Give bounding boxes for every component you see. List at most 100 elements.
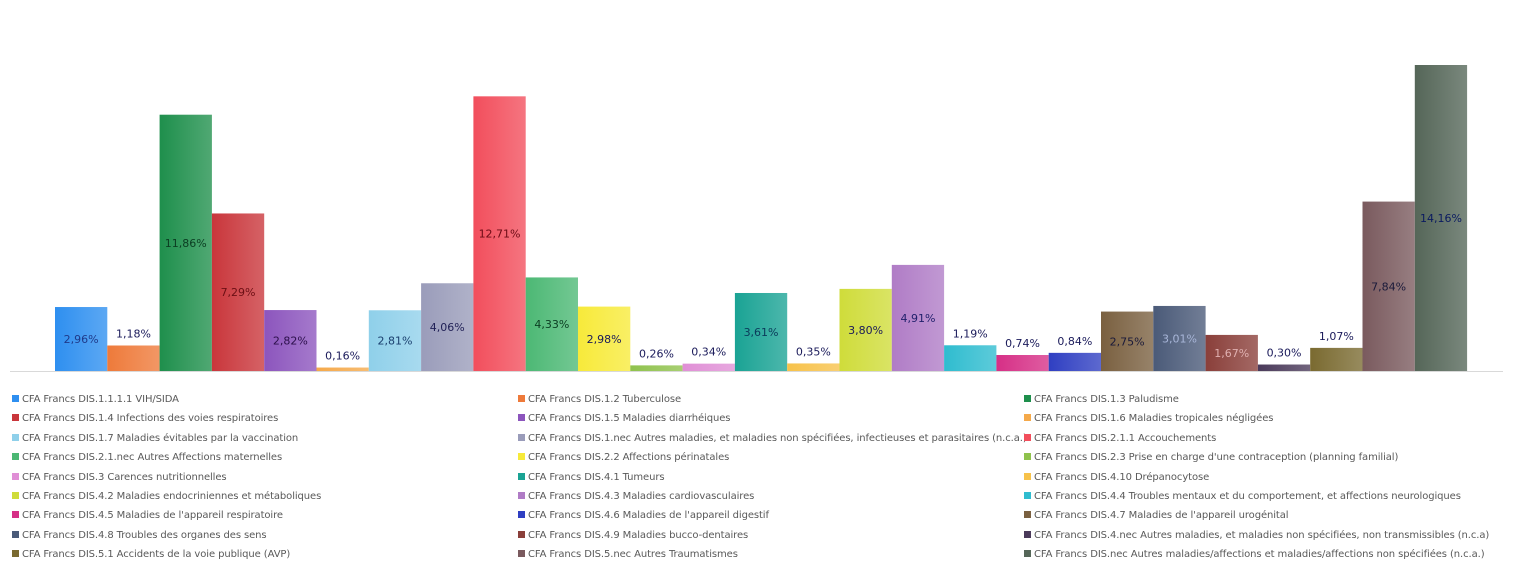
legend-item-1: CFA Francs DIS.1.1.1.1 VIH/SIDA <box>12 390 179 409</box>
data-label-21: 2,75% <box>1110 335 1145 348</box>
legend-item-18: CFA Francs DIS.4.4 Troubles mentaux et d… <box>1024 487 1461 506</box>
data-label-11: 2,98% <box>587 333 622 346</box>
legend-label: CFA Francs DIS.1.7 Maladies évitables pa… <box>22 432 299 444</box>
legend-swatch <box>12 453 19 461</box>
bar-16 <box>839 288 892 371</box>
data-label-8: 4,06% <box>430 321 465 334</box>
legend-label: CFA Francs DIS.3 Carences nutritionnelle… <box>22 471 227 483</box>
legend-swatch <box>1024 472 1031 480</box>
legend-item-9: CFA Francs DIS.2.1.1 Accouchements <box>1024 429 1216 448</box>
legend-label: CFA Francs DIS.5.1 Accidents de la voie … <box>22 549 291 561</box>
bar-3 <box>159 114 212 371</box>
legend-item-4: CFA Francs DIS.1.4 Infections des voies … <box>12 409 278 428</box>
data-label-17: 4,91% <box>900 312 935 325</box>
legend-item-10: CFA Francs DIS.2.1.nec Autres Affections… <box>12 448 282 467</box>
legend-item-26: CFA Francs DIS.5.nec Autres Traumatismes <box>518 545 738 564</box>
legend-item-24: CFA Francs DIS.4.nec Autres maladies, et… <box>1024 526 1489 545</box>
bar-26 <box>1362 201 1415 371</box>
bar-19 <box>996 355 1049 371</box>
legend-label: CFA Francs DIS.4.10 Drépanocytose <box>1034 471 1210 483</box>
data-label-10: 4,33% <box>534 318 569 331</box>
bar-6 <box>316 367 369 371</box>
legend-item-16: CFA Francs DIS.4.2 Maladies endocrinienn… <box>12 487 321 506</box>
bar-20 <box>1048 352 1101 371</box>
bar-10 <box>525 277 578 371</box>
bar-2 <box>107 345 160 371</box>
legend-label: CFA Francs DIS.1.6 Maladies tropicales n… <box>1034 413 1274 425</box>
legend-label: CFA Francs DIS.2.1.1 Accouchements <box>1034 432 1217 444</box>
legend-swatch <box>518 492 525 499</box>
legend-swatch <box>12 395 19 402</box>
bars-group <box>55 65 1468 371</box>
legend-label: CFA Francs DIS.4.3 Maladies cardiovascul… <box>528 491 755 502</box>
legend-swatch <box>1024 433 1031 441</box>
legend-swatch <box>12 550 19 558</box>
legend-label: CFA Francs DIS.1.5 Maladies diarrhéiques <box>528 413 731 425</box>
legend-item-6: CFA Francs DIS.1.6 Maladies tropicales n… <box>1024 409 1273 428</box>
legend-label: CFA Francs DIS.1.2 Tuberculose <box>528 394 681 405</box>
data-label-7: 2,81% <box>377 335 412 348</box>
bar-27 <box>1414 65 1468 371</box>
legend-swatch <box>12 511 19 519</box>
data-label-16: 3,80% <box>848 324 883 337</box>
legend-item-5: CFA Francs DIS.1.5 Maladies diarrhéiques <box>518 409 730 428</box>
legend-label: CFA Francs DIS.1.1.1.1 VIH/SIDA <box>22 394 179 405</box>
bar-23 <box>1205 334 1258 371</box>
bar-5 <box>264 310 317 371</box>
legend-swatch <box>518 472 525 480</box>
bar-7 <box>368 310 422 371</box>
legend-swatch <box>518 453 525 461</box>
data-label-25: 1,07% <box>1319 330 1354 343</box>
data-label-14: 3,61% <box>744 326 779 339</box>
bar-11 <box>578 306 631 371</box>
bar-8 <box>421 283 474 371</box>
data-label-26: 7,84% <box>1371 280 1406 293</box>
data-label-9: 12,71% <box>479 228 521 241</box>
legend-item-21: CFA Francs DIS.4.7 Maladies de l'apparei… <box>1024 506 1289 525</box>
bar-12 <box>630 365 683 371</box>
legend-swatch <box>1024 511 1031 519</box>
legend-label: CFA Francs DIS.2.2 Affections périnatale… <box>528 452 730 464</box>
bar-24 <box>1257 364 1311 371</box>
bar-21 <box>1101 311 1154 371</box>
legend-item-7: CFA Francs DIS.1.7 Maladies évitables pa… <box>12 429 298 448</box>
legend-label: CFA Francs DIS.1.4 Infections des voies … <box>22 413 279 425</box>
legend-swatch <box>518 395 525 402</box>
legend-label: CFA Francs DIS.4.5 Maladies de l'apparei… <box>22 510 283 522</box>
legend-label: CFA Francs DIS.4.7 Maladies de l'apparei… <box>1034 510 1289 522</box>
legend-label: CFA Francs DIS.4.6 Maladies de l'apparei… <box>528 510 769 522</box>
bar-14 <box>734 292 788 371</box>
legend-swatch <box>518 550 525 558</box>
data-label-19: 0,74% <box>1005 337 1040 350</box>
legend-swatch <box>1024 395 1031 402</box>
legend-swatch <box>1024 453 1031 461</box>
data-label-20: 0,84% <box>1057 335 1092 348</box>
data-label-24: 0,30% <box>1267 347 1302 360</box>
data-label-5: 2,82% <box>273 335 308 348</box>
legend-item-3: CFA Francs DIS.1.3 Paludisme <box>1024 390 1179 409</box>
data-label-12: 0,26% <box>639 347 674 360</box>
legend-swatch <box>1024 414 1031 422</box>
legend-label: CFA Francs DIS.5.nec Autres Traumatismes <box>528 549 738 561</box>
legend-label: CFA Francs DIS.4.nec Autres maladies, et… <box>1034 529 1490 541</box>
bar-25 <box>1310 347 1363 371</box>
legend-swatch <box>518 414 525 422</box>
legend-label: CFA Francs DIS.1.nec Autres maladies, et… <box>528 432 1027 444</box>
data-label-4: 7,29% <box>221 286 256 299</box>
legend-label: CFA Francs DIS.4.4 Troubles mentaux et d… <box>1034 491 1461 502</box>
bar-4 <box>211 213 265 371</box>
legend-item-19: CFA Francs DIS.4.5 Maladies de l'apparei… <box>12 506 283 525</box>
data-label-3: 11,86% <box>165 237 207 250</box>
legend-item-27: CFA Francs DIS.nec Autres maladies/affec… <box>1024 545 1485 564</box>
legend-label: CFA Francs DIS.4.8 Troubles des organes … <box>22 529 267 541</box>
bar-22 <box>1153 305 1206 371</box>
data-label-1: 2,96% <box>64 333 99 346</box>
bar-15 <box>787 363 840 371</box>
legend-label: CFA Francs DIS.4.2 Maladies endocrinienn… <box>22 491 322 502</box>
legend-swatch <box>1024 550 1031 558</box>
legend-label: CFA Francs DIS.2.3 Prise en charge d'une… <box>1034 452 1399 464</box>
bar-9 <box>473 96 526 371</box>
legend-label: CFA Francs DIS.nec Autres maladies/affec… <box>1034 549 1485 561</box>
legend-item-15: CFA Francs DIS.4.10 Drépanocytose <box>1024 468 1209 487</box>
data-label-2: 1,18% <box>116 328 151 341</box>
